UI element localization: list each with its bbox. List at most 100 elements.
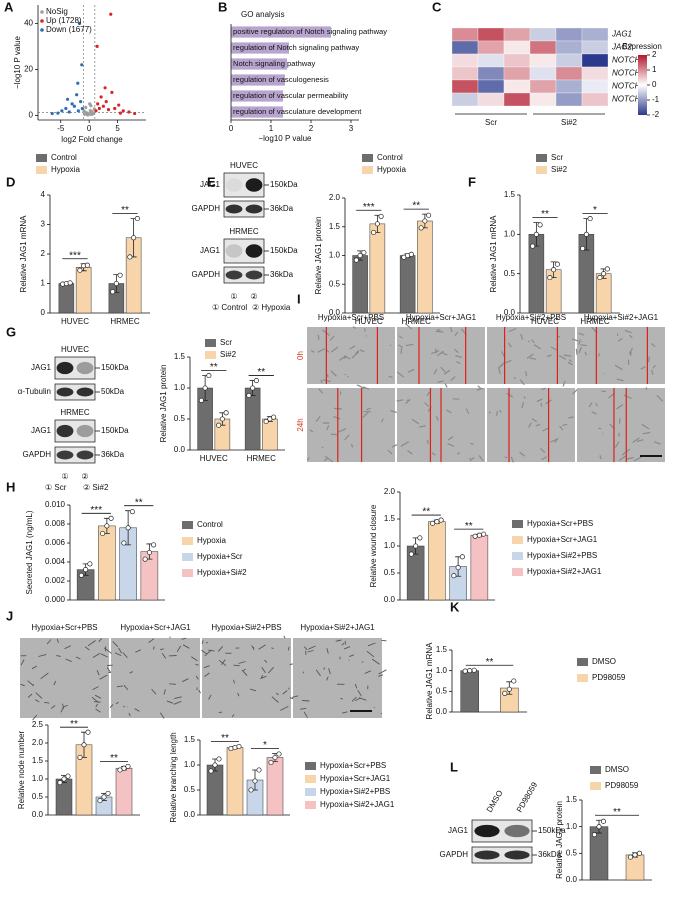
legend-label: Control [51, 153, 77, 162]
image-row-label: 0h [296, 351, 305, 360]
y-tick-label: 4 [41, 190, 46, 199]
y-tick-label: 1.5 [32, 756, 44, 765]
data-point [353, 257, 359, 263]
legend-label: Hypoxia [197, 536, 226, 545]
row-label: JAG2 [611, 43, 633, 52]
bar [428, 521, 446, 601]
y-tick-label: 1.5 [184, 735, 196, 744]
y-tick-label: 1.5 [566, 795, 578, 804]
x-tick-label: HUVEC [61, 317, 89, 326]
data-point [422, 218, 428, 224]
heatmap-cell [529, 53, 557, 68]
legend-label: DMSO [605, 765, 629, 774]
x-tick-label: HRMEC [247, 454, 277, 463]
data-point [246, 392, 252, 398]
x-tick-label: HUVEC [531, 317, 559, 326]
y-tick-label: 1.0 [329, 251, 341, 260]
heatmap-cell [529, 27, 557, 42]
y-tick-label: 1.5 [329, 222, 341, 231]
legend-swatch [512, 552, 523, 560]
data-point [78, 572, 84, 578]
data-point [64, 106, 68, 111]
y-axis-label: Relative JAG1 mRNA [19, 215, 28, 293]
blot-size-label: 36kDa [270, 270, 294, 279]
data-point [85, 729, 91, 735]
data-point [511, 678, 517, 684]
bar [470, 534, 489, 601]
micrograph [202, 638, 291, 718]
panel-letter: B [218, 0, 227, 14]
blot-title: HUVEC [230, 161, 258, 170]
legend-label: Control [197, 520, 223, 529]
colorbar [638, 55, 647, 115]
data-point [81, 742, 87, 748]
data-point [408, 551, 414, 557]
significance-label: * [593, 205, 597, 216]
legend-swatch [362, 154, 373, 162]
data-point [97, 798, 103, 804]
cell-texture [20, 638, 116, 721]
heatmap-cell [451, 27, 479, 42]
data-point [57, 780, 63, 786]
lane-label: PD98059 [515, 780, 540, 814]
heatmap-cell [529, 66, 557, 81]
heatmap-cell [581, 66, 609, 81]
heatmap-cell [555, 40, 583, 55]
row-label: JAG1 [611, 30, 632, 39]
blot-band [225, 244, 243, 258]
micrograph [487, 388, 575, 462]
blot-band [474, 850, 500, 860]
category-label: Notch signaling pathway [233, 59, 316, 68]
legend-label: Hypoxia+Scr+PBS [320, 761, 386, 770]
blot-row-label: JAG1 [31, 363, 52, 372]
chart-title: GO analysis [241, 10, 285, 19]
legend-swatch [577, 658, 588, 666]
blot-row-label: GAPDH [23, 450, 52, 459]
heatmap-cell [451, 79, 479, 94]
data-point [110, 90, 114, 94]
panel-letter: E [207, 174, 216, 189]
micrograph [307, 388, 395, 462]
data-point [357, 252, 363, 259]
colorbar-tick-label: -2 [652, 110, 660, 119]
data-point [216, 756, 222, 762]
legend-label: Up (1728) [46, 16, 82, 25]
y-tick-label: 2.0 [384, 487, 396, 496]
data-point [104, 100, 108, 104]
legend-marker [40, 28, 44, 32]
y-tick-label: 1.0 [32, 774, 44, 783]
x-tick-label: 2 [309, 124, 314, 133]
legend-swatch [536, 154, 547, 162]
panel-letter: K [450, 599, 460, 614]
data-point [77, 267, 83, 273]
significance-label: *** [363, 202, 375, 213]
data-point [268, 759, 274, 766]
legend-swatch [305, 801, 316, 809]
heatmap-cell [581, 40, 609, 55]
data-point [371, 229, 377, 236]
blot-row-label: JAG1 [200, 246, 221, 255]
micrograph [20, 638, 109, 718]
y-tick-label: 2.0 [32, 738, 44, 747]
heatmap-cell [503, 79, 531, 94]
data-point [65, 773, 71, 779]
blot-band [76, 424, 94, 438]
data-point [198, 397, 204, 403]
data-point [108, 515, 114, 521]
data-point [77, 754, 83, 760]
data-point [131, 235, 137, 241]
y-tick-label: 20 [24, 65, 33, 74]
data-point [212, 762, 218, 768]
blot-row-label: JAG1 [31, 426, 52, 435]
blot-size-label: 50kDa [101, 387, 125, 396]
blot-band [245, 178, 263, 192]
y-axis-label: Relative wound closure [369, 504, 378, 587]
panel-letter: J [6, 608, 13, 623]
legend-swatch [36, 166, 47, 174]
micrograph [577, 327, 665, 384]
heatmap-cell [477, 79, 505, 94]
data-point [113, 106, 117, 111]
data-point [413, 543, 419, 549]
data-point [208, 768, 214, 774]
